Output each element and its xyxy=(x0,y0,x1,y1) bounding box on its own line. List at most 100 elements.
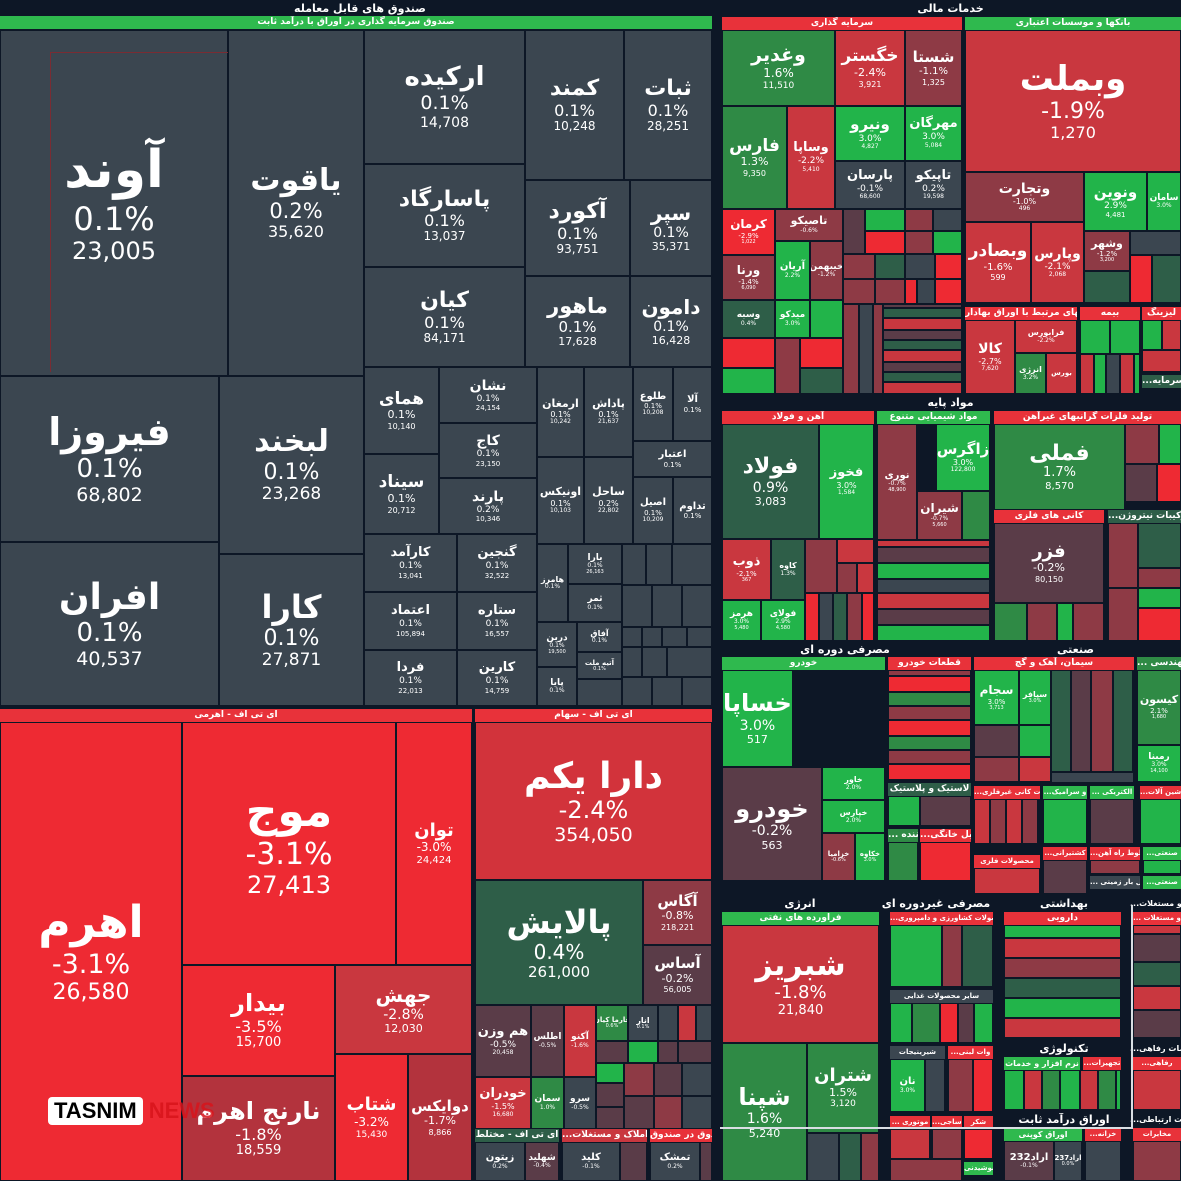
tile-small[interactable] xyxy=(628,1041,658,1063)
tile-small[interactable] xyxy=(805,539,837,593)
tile-armaghan[interactable]: ارمغان 0.1% 10,242 xyxy=(537,367,584,457)
tile-ganjin[interactable]: گنجین 0.1% 32,522 xyxy=(457,534,537,592)
tile-tamashk[interactable]: تمشک 0.2% xyxy=(650,1142,700,1181)
tile-sajam[interactable]: سجام 3.0% 3,713 xyxy=(974,670,1019,725)
tile-small[interactable] xyxy=(1108,588,1138,641)
subsector-mining[interactable]: کانی های فلزی xyxy=(994,510,1104,523)
tile-small[interactable] xyxy=(905,254,935,279)
subsector-real-estate-fund[interactable]: ...اری املاک و مستغلات xyxy=(562,1129,647,1142)
subsector-insurance[interactable]: بیمه xyxy=(1080,307,1140,320)
tile-small[interactable] xyxy=(700,1142,712,1181)
tile-varna[interactable]: ورنا -1.4% 6,090 xyxy=(722,255,775,300)
tile-small[interactable] xyxy=(775,338,800,394)
subsector-investment[interactable]: سرمایه گذاری xyxy=(722,17,962,30)
subsector-capital[interactable]: ...ین سرمایه xyxy=(1142,375,1181,388)
subsector-industrial-2[interactable]: ...صنعتی xyxy=(1143,876,1181,889)
tile-tapico[interactable]: تاپیکو 0.2% 19,598 xyxy=(905,161,962,209)
subsector-metal-products[interactable]: محصولات فلزی xyxy=(974,855,1040,868)
tile-small[interactable] xyxy=(920,842,971,881)
tile-kelid[interactable]: کلید -0.1% xyxy=(562,1142,620,1181)
tile-small[interactable] xyxy=(1140,799,1181,844)
tile-small[interactable] xyxy=(932,1129,962,1159)
tile-vnovin[interactable]: ونوین 2.9% 4,481 xyxy=(1084,172,1147,231)
subsector-food[interactable]: سایر محصولات غذایی xyxy=(890,990,993,1003)
tile-small[interactable] xyxy=(1159,424,1181,464)
tile-sefar[interactable]: سیافر 3.0% xyxy=(1019,670,1051,725)
tile-wood[interactable] xyxy=(1138,588,1181,608)
subsector-welfare[interactable]: ...رفاهی xyxy=(1133,1057,1181,1070)
tile-small[interactable] xyxy=(890,1129,930,1159)
tile-small[interactable] xyxy=(596,1083,624,1107)
tile-small[interactable] xyxy=(933,231,962,254)
tile-paya[interactable]: پایا 0.1% xyxy=(537,667,577,706)
tile-small[interactable] xyxy=(1084,271,1130,303)
tile-small-fund[interactable] xyxy=(622,627,642,647)
tile-vasapa[interactable]: وساپا -2.2% 5,410 xyxy=(787,106,835,209)
tile-small[interactable] xyxy=(1125,464,1157,502)
tile-small[interactable] xyxy=(1051,772,1134,783)
tile-kaveh[interactable]: کاوه 1.3% xyxy=(771,539,805,600)
tile-small-fund[interactable] xyxy=(652,677,682,706)
tile-small[interactable] xyxy=(1138,608,1181,641)
subsector-banks[interactable]: بانکها و موسسات اعتباری xyxy=(965,17,1181,30)
tile-khodro[interactable]: خودرو -0.2% 563 xyxy=(722,767,822,881)
tile-small[interactable] xyxy=(964,1129,993,1159)
tile-small[interactable] xyxy=(948,1059,973,1112)
tile-afagh[interactable]: آفاق 0.1% xyxy=(577,622,622,652)
subsector-steel[interactable]: آهن و فولاد xyxy=(722,411,874,424)
tile-small[interactable] xyxy=(920,796,971,826)
tile-small[interactable] xyxy=(843,254,875,279)
tile-cluster[interactable] xyxy=(1004,1070,1121,1110)
tile-darayekom[interactable]: دارا یکم -2.4% 354,050 xyxy=(475,722,712,880)
subsector-chemicals[interactable]: مواد شیمیایی متنوع xyxy=(877,411,990,424)
tile-vpars[interactable]: وپارس -2.1% 2,068 xyxy=(1031,222,1084,303)
subsector-cement[interactable]: سیمان، آهک و گچ xyxy=(974,657,1134,670)
tile-saman[interactable]: سمان 1.0% xyxy=(531,1077,564,1129)
subsector-machinery[interactable]: ...ماشین آلات xyxy=(1140,786,1181,799)
subsector-agriculture[interactable]: ...صولات کشاورزی و دامپروری xyxy=(890,912,993,925)
subsector-ground-freight[interactable]: ... نقل بار زمینی xyxy=(1090,876,1140,889)
tile-small[interactable] xyxy=(596,1063,624,1083)
tile-small[interactable] xyxy=(596,1041,628,1063)
tile-small[interactable] xyxy=(837,539,874,563)
tile-small[interactable] xyxy=(1142,350,1181,372)
tile-small[interactable] xyxy=(837,563,857,593)
tile-farda[interactable]: فردا 0.1% 22,013 xyxy=(364,650,457,706)
tile-small[interactable] xyxy=(1125,424,1159,464)
tile-vbsader[interactable]: وبصادر -1.6% 599 xyxy=(965,222,1031,303)
tile-hamiz[interactable]: هامرز 0.1% xyxy=(537,544,568,622)
subsector-nonmetal-minerals[interactable]: ...ات کانی غیرفلزی xyxy=(974,786,1040,799)
tile-padash[interactable]: پاداش 0.1% 21,637 xyxy=(584,367,633,457)
tile-small-fund[interactable] xyxy=(667,647,712,677)
tile-small[interactable] xyxy=(857,563,874,593)
tile-small[interactable] xyxy=(722,338,775,368)
tile-small-fund[interactable] xyxy=(687,627,712,647)
tile-insurance-2[interactable] xyxy=(1110,320,1140,354)
subsector-confectionery[interactable]: شیرینیجات xyxy=(890,1046,945,1059)
tile-khakae[interactable]: خکاوه 3.0% xyxy=(855,833,885,881)
tile-small[interactable] xyxy=(1152,255,1181,303)
tile-small[interactable] xyxy=(658,1041,678,1063)
tile-small-fund[interactable] xyxy=(682,585,712,627)
tile-small[interactable] xyxy=(696,1005,712,1041)
tile-small[interactable] xyxy=(1085,1141,1121,1181)
tile-sinad[interactable]: سیناد 0.1% 20,712 xyxy=(364,454,439,534)
tile-atiyemellat[interactable]: آتیه ملت 0.1% xyxy=(577,652,622,679)
tile-small[interactable] xyxy=(1138,523,1181,568)
tile-small[interactable] xyxy=(935,279,962,304)
tile-narenj-ahrom[interactable]: نارنج اهرم -1.8% 18,559 xyxy=(182,1076,335,1181)
tile-faraboors[interactable]: فرابورس -2.2% xyxy=(1015,320,1077,353)
tile-cluster[interactable] xyxy=(843,304,883,394)
tile-avand[interactable]: آوند 0.1% 23,005 xyxy=(0,30,228,376)
tile-insurance-1[interactable] xyxy=(1080,320,1110,354)
tile-asas[interactable]: آساس -0.2% 56,005 xyxy=(643,945,712,1005)
subsector-software[interactable]: نرم افزار و خدمات xyxy=(1004,1057,1080,1070)
tile-parsan[interactable]: پارسان -0.1% 68,600 xyxy=(835,161,905,209)
tile-afran[interactable]: افران 0.1% 40,537 xyxy=(0,542,219,706)
tile-dowix[interactable]: دوایکس -1.7% 8,866 xyxy=(408,1054,472,1181)
tile-vaghadir[interactable]: وغدیر 1.6% 11,510 xyxy=(722,30,835,106)
subsector-dairy[interactable]: ...وات لبنی xyxy=(948,1046,993,1059)
tile-cluster[interactable] xyxy=(974,799,1040,844)
tile-etebar[interactable]: اعتبار 0.1% xyxy=(633,441,712,477)
tile-khibahman[interactable]: خیبهمن -1.2% xyxy=(810,241,843,300)
